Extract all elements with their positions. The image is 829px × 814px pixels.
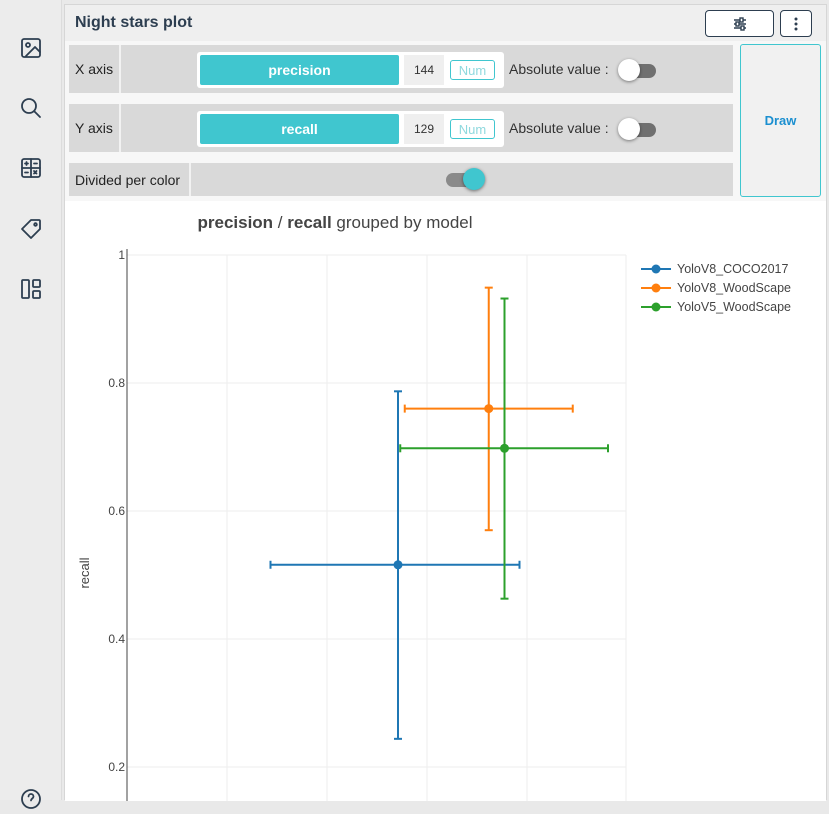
y-axis-label: Y axis: [75, 120, 113, 136]
calculator-icon[interactable]: [16, 153, 46, 183]
panel-header: Night stars plot: [65, 5, 826, 41]
image-icon[interactable]: [16, 33, 46, 63]
y-tick-label: 0.8: [108, 376, 125, 390]
y-axis-count: 129: [404, 114, 444, 144]
y-tick-label: 0.4: [108, 632, 125, 646]
divided-toggle[interactable]: [446, 168, 485, 190]
toggle-knob: [618, 59, 640, 81]
divided-label-cell: [69, 163, 191, 196]
search-icon[interactable]: [16, 93, 46, 123]
night-stars-chart: precision / recall grouped by model 1 0.8…: [77, 213, 791, 801]
chart-grid: [126, 249, 627, 801]
series-group: [403, 286, 574, 532]
y-tick-label: 1: [118, 248, 125, 262]
x-axis-count: 144: [404, 55, 444, 85]
divided-row: Divided per color: [69, 163, 733, 196]
x-axis-abs-label: Absolute value :: [509, 61, 609, 77]
night-stars-panel: Night stars plot X axis precision 144 Nu…: [64, 4, 827, 801]
toggle-knob: [463, 168, 485, 190]
chart-area: precision / recall grouped by model 1 0.8…: [65, 201, 826, 801]
x-axis-abs-toggle[interactable]: [618, 59, 656, 81]
more-vertical-icon: [794, 17, 798, 30]
x-axis-field: precision 144 Num: [197, 52, 504, 88]
series-group: [269, 390, 521, 740]
y-tick-labels: 1 0.8 0.6 0.4 0.2: [108, 248, 125, 774]
chart-title-sep: /: [273, 213, 287, 232]
divided-label: Divided per color: [75, 172, 181, 188]
chart-title-y: recall: [287, 213, 331, 232]
y-axis-label-cell: [69, 104, 121, 152]
series-group: [399, 297, 609, 600]
layout-icon[interactable]: [16, 274, 46, 304]
help-icon[interactable]: [16, 784, 46, 814]
more-menu-button[interactable]: [780, 10, 812, 37]
chart-title-x: precision: [197, 213, 273, 232]
legend-label: YoloV8_WoodScape: [677, 281, 791, 295]
data-point: [393, 560, 403, 570]
x-axis-select[interactable]: precision: [200, 55, 399, 85]
x-axis-label-cell: [69, 45, 121, 93]
x-axis-num-button[interactable]: Num: [450, 60, 495, 80]
data-point: [484, 404, 494, 414]
legend-marker: [651, 264, 661, 274]
x-axis-row: X axis precision 144 Num Absolute value …: [69, 45, 733, 93]
tag-icon[interactable]: [16, 214, 46, 244]
chart-title: precision / recall grouped by model: [197, 213, 472, 232]
toggle-knob: [618, 118, 640, 140]
legend-item: YoloV5_WoodScape: [641, 300, 791, 314]
y-axis-select[interactable]: recall: [200, 114, 399, 144]
legend-marker: [651, 283, 661, 293]
legend-item: YoloV8_WoodScape: [641, 281, 791, 295]
y-axis-row: Y axis recall 129 Num Absolute value :: [69, 104, 733, 152]
legend-item: YoloV8_COCO2017: [641, 262, 788, 276]
x-axis-label: X axis: [75, 61, 114, 77]
legend-label: YoloV5_WoodScape: [677, 300, 791, 314]
y-axis-title: recall: [77, 557, 92, 588]
data-point: [500, 443, 509, 453]
y-tick-label: 0.6: [108, 504, 125, 518]
legend-marker: [651, 302, 661, 312]
y-axis-abs-toggle[interactable]: [618, 118, 656, 140]
y-axis-field: recall 129 Num: [197, 111, 504, 147]
y-axis-abs-label: Absolute value :: [509, 120, 609, 136]
y-axis-num-button[interactable]: Num: [450, 119, 495, 139]
settings-button[interactable]: [705, 10, 774, 37]
draw-button[interactable]: Draw: [740, 44, 821, 197]
sliders-icon: [733, 16, 746, 31]
chart-series: [269, 286, 609, 740]
chart-title-suffix: grouped by model: [332, 213, 473, 232]
y-tick-label: 0.2: [108, 760, 125, 774]
panel-title: Night stars plot: [75, 14, 193, 31]
chart-legend: YoloV8_COCO2017 YoloV8_WoodScape YoloV5_Wo…: [641, 262, 791, 314]
legend-label: YoloV8_COCO2017: [677, 262, 788, 276]
sidebar: [0, 0, 62, 809]
